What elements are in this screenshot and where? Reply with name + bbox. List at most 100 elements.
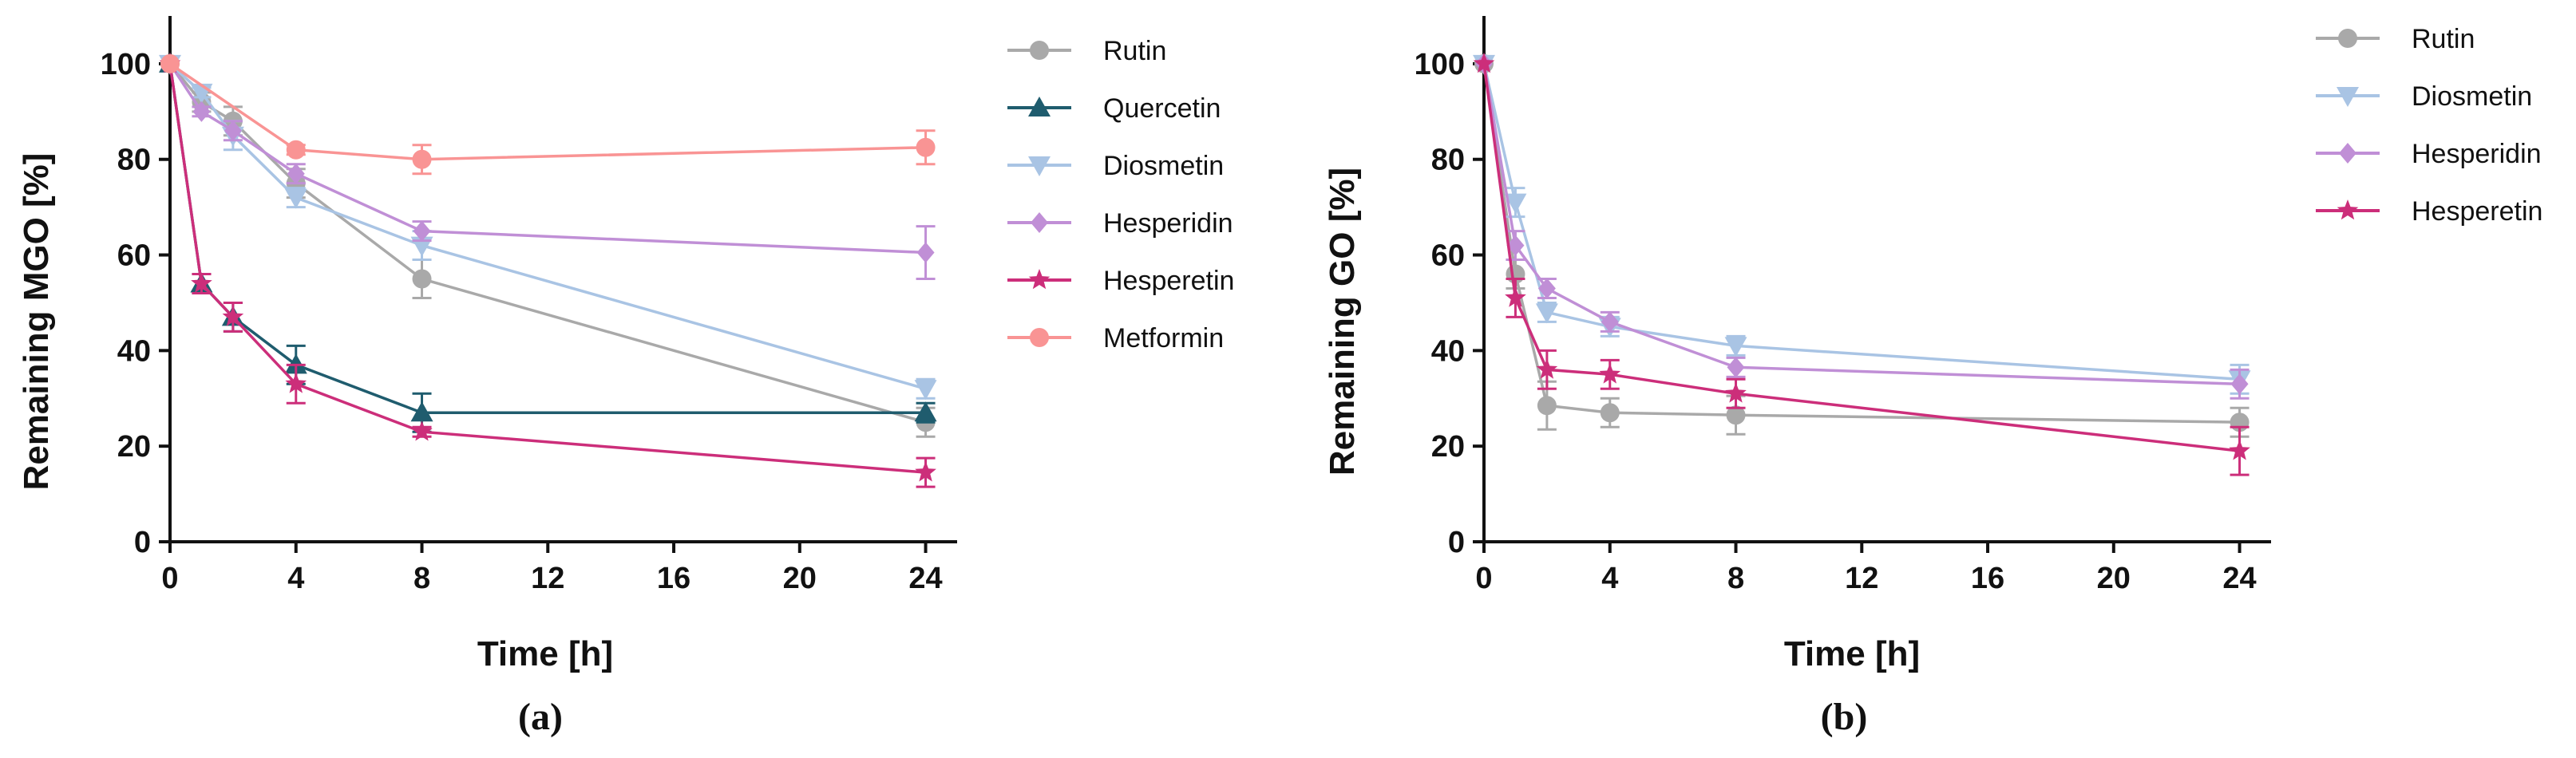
x-axis-title-a: Time [h] xyxy=(477,634,613,673)
data-point-rutin xyxy=(1726,405,1746,425)
legend-item-metformin: Metformin xyxy=(1007,323,1224,353)
data-point-diosmetin xyxy=(284,188,307,209)
y-tick-label: 20 xyxy=(117,430,151,464)
legend-marker xyxy=(2339,143,2356,164)
legend-label: Diosmetin xyxy=(1103,151,1224,181)
series-line-diosmetin xyxy=(1482,63,2240,381)
legend-item-hesperidin: Hesperidin xyxy=(2316,139,2542,169)
legend-label: Hesperidin xyxy=(1103,208,1233,239)
y-tick-label: 60 xyxy=(117,239,151,273)
series-line-hesperidin xyxy=(168,62,926,255)
legend-marker xyxy=(1028,269,1051,290)
x-tick-label: 24 xyxy=(908,562,942,595)
x-tick-label: 4 xyxy=(1601,562,1618,595)
y-tick-label: 60 xyxy=(1431,239,1465,273)
x-axis-title-b: Time [h] xyxy=(1784,634,1920,673)
data-point-hesperetin xyxy=(2229,440,2250,460)
series-hesperetin xyxy=(159,52,936,488)
legend-item-hesperetin: Hesperetin xyxy=(2316,196,2542,227)
x-tick-label: 0 xyxy=(1475,562,1492,595)
x-tick-label: 12 xyxy=(531,562,564,595)
legend-label: Hesperetin xyxy=(2412,196,2542,227)
x-tick-label: 8 xyxy=(1727,562,1744,595)
series-line-rutin xyxy=(1482,63,2240,424)
legend-marker xyxy=(2337,199,2359,220)
y-tick-label: 20 xyxy=(1431,430,1465,464)
x-tick-label: 20 xyxy=(2097,562,2131,595)
legend-label: Rutin xyxy=(1103,36,1166,66)
data-point-hesperidin xyxy=(1727,357,1745,378)
x-tick-label: 4 xyxy=(287,562,304,595)
panel-label-b: (b) xyxy=(1821,696,1868,738)
data-point-hesperidin xyxy=(413,220,431,242)
y-axis-title-b: Remaining GO [%] xyxy=(1323,168,1362,476)
legend-marker xyxy=(1028,156,1051,176)
y-axis-title-a: Remaining MGO [%] xyxy=(17,153,56,491)
data-point-diosmetin xyxy=(1724,337,1747,357)
series-metformin xyxy=(160,53,936,176)
series-rutin xyxy=(160,53,936,438)
legend-label: Metformin xyxy=(1103,323,1224,353)
y-tick-label: 100 xyxy=(101,48,151,81)
data-point-diosmetin xyxy=(1535,303,1558,324)
y-tick-label: 80 xyxy=(1431,144,1465,177)
legend-label: Hesperetin xyxy=(1103,266,1234,296)
data-point-hesperetin xyxy=(285,373,307,393)
legend-label: Rutin xyxy=(2412,24,2475,54)
legend-marker xyxy=(1028,97,1051,116)
legend-item-hesperidin: Hesperidin xyxy=(1007,208,1233,239)
data-point-hesperidin xyxy=(224,120,242,141)
series-diosmetin xyxy=(1473,54,2251,395)
legend-item-hesperetin: Hesperetin xyxy=(1007,266,1234,296)
panel-b: 0 20 40 60 80 100 0 4 8 12 16 20 24 Remaining GO [%]… xyxy=(1323,16,2542,738)
series-line-diosmetin xyxy=(168,62,927,390)
series-hesperidin xyxy=(1475,53,2250,400)
y-tick-label: 100 xyxy=(1415,48,1465,81)
data-point-metformin xyxy=(286,140,306,160)
series-line-hesperidin xyxy=(1482,63,2240,386)
y-tick-label: 40 xyxy=(1431,334,1465,368)
data-point-hesperidin xyxy=(1601,311,1619,333)
data-point-rutin xyxy=(1600,403,1620,423)
legend-marker xyxy=(1030,328,1049,347)
panel-label-a: (a) xyxy=(518,696,563,738)
panel-a: 0 20 40 60 80 100 0 4 8 12 16 20 24 Remaining MGO [%… xyxy=(17,16,1234,738)
data-point-quercetin xyxy=(914,401,937,422)
series-quercetin xyxy=(159,52,937,433)
series-line-metformin xyxy=(169,62,926,161)
y-tick-label: 80 xyxy=(117,144,151,177)
legend-marker xyxy=(2338,29,2357,48)
y-tick-label: 0 xyxy=(1448,526,1465,559)
legend-item-rutin: Rutin xyxy=(2316,24,2475,54)
data-point-hesperidin xyxy=(1506,235,1525,256)
data-point-hesperetin xyxy=(411,420,433,441)
data-point-hesperetin xyxy=(1536,358,1558,379)
data-point-hesperidin xyxy=(287,163,305,184)
data-point-rutin xyxy=(412,269,432,289)
data-point-hesperetin xyxy=(1599,363,1621,384)
series-line-hesperetin xyxy=(1482,63,2240,452)
data-point-metformin xyxy=(412,149,432,169)
data-point-hesperidin xyxy=(1537,278,1556,299)
legend-label: Quercetin xyxy=(1103,93,1221,124)
legend-label: Hesperidin xyxy=(2412,139,2542,169)
data-point-hesperetin xyxy=(1505,286,1526,307)
plot-area-a: 0 20 40 60 80 100 0 4 8 12 16 20 24 xyxy=(101,16,957,595)
data-point-hesperidin xyxy=(2230,373,2249,395)
legend-b: Rutin Diosmetin Hesperidin Hesperetin xyxy=(2316,24,2542,227)
x-tick-label: 20 xyxy=(783,562,817,595)
legend-item-diosmetin: Diosmetin xyxy=(1007,151,1224,181)
y-tick-label: 40 xyxy=(117,334,151,368)
data-point-metformin xyxy=(916,137,936,157)
data-point-metformin xyxy=(160,53,180,73)
x-tick-label: 0 xyxy=(161,562,178,595)
legend-item-diosmetin: Diosmetin xyxy=(2316,81,2532,112)
data-point-hesperetin xyxy=(1473,52,1495,73)
x-tick-label: 12 xyxy=(1845,562,1878,595)
legend-item-rutin: Rutin xyxy=(1007,36,1166,66)
data-point-hesperetin xyxy=(1725,382,1747,403)
data-point-rutin xyxy=(1537,396,1557,416)
series-line-quercetin xyxy=(168,63,926,414)
legend-marker xyxy=(2337,87,2359,107)
